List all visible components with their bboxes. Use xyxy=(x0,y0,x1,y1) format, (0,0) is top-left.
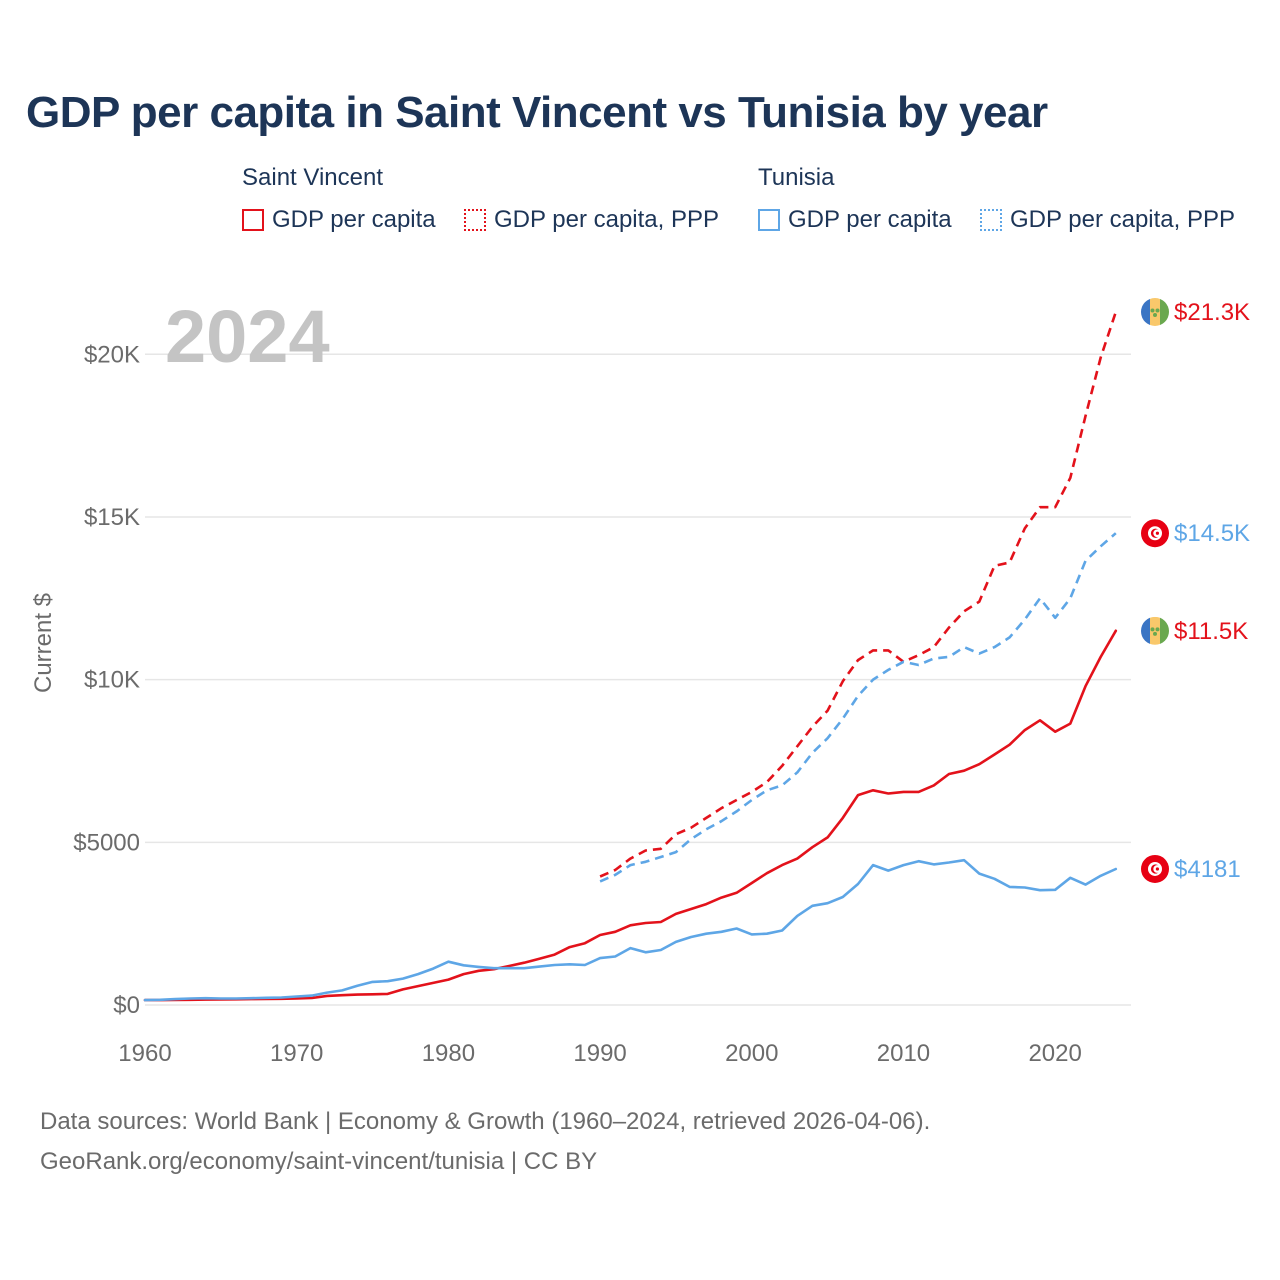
flag-diamond xyxy=(1153,313,1157,317)
flag-diamond xyxy=(1155,308,1160,313)
flag-bands xyxy=(1141,298,1169,326)
y-tick-label: $15K xyxy=(84,504,140,531)
y-axis-title: Current $ xyxy=(30,593,57,693)
x-tick-label: 1970 xyxy=(270,1040,323,1067)
flag-bands xyxy=(1141,616,1169,645)
flag-diamond xyxy=(1150,627,1155,632)
flag-diamond xyxy=(1153,631,1157,636)
flag-diamond xyxy=(1155,627,1160,632)
footer-link[interactable]: GeoRank.org/economy/saint-vincent/tunisi… xyxy=(40,1148,598,1175)
flag-star xyxy=(1155,867,1159,871)
legend-label-tn-gdp: GDP per capita xyxy=(788,206,952,233)
end-value-label: $4181 xyxy=(1174,856,1241,883)
x-tick-label: 1980 xyxy=(422,1040,475,1067)
x-tick-label: 2010 xyxy=(877,1040,930,1067)
legend-label-sv-gdp: GDP per capita xyxy=(272,206,436,233)
saint-vincent-flag-icon xyxy=(1141,298,1169,326)
x-tick-label: 1960 xyxy=(118,1040,171,1067)
flag-band-gold xyxy=(1150,616,1160,645)
flag-star xyxy=(1155,531,1159,535)
chart-title: GDP per capita in Saint Vincent vs Tunis… xyxy=(26,88,1048,137)
flag-band-blue xyxy=(1141,616,1150,645)
y-tick-label: $10K xyxy=(84,667,140,694)
y-tick-label: $20K xyxy=(84,341,140,368)
series-line-tunisia-gdp xyxy=(143,858,1118,1002)
legend-group-saint-vincent: Saint Vincent xyxy=(242,164,383,191)
legend-item-tn-ppp[interactable]: GDP per capita, PPP xyxy=(980,206,1235,234)
x-tick-label: 1990 xyxy=(573,1040,626,1067)
flag-band-green xyxy=(1160,298,1169,326)
legend-label-tn-ppp: GDP per capita, PPP xyxy=(1010,206,1235,233)
y-tick-label: $5000 xyxy=(73,829,140,856)
legend-swatch-tn-ppp xyxy=(980,209,1002,231)
year-watermark: 2024 xyxy=(165,295,330,378)
tunisia-flag-icon xyxy=(1141,854,1169,883)
end-value-label: $14.5K xyxy=(1174,520,1250,547)
legend-swatch-sv-gdp xyxy=(242,209,264,231)
legend-swatch-sv-ppp xyxy=(464,209,486,231)
flag-band-blue xyxy=(1141,298,1150,326)
flag-band-gold xyxy=(1150,298,1160,326)
legend-item-tn-gdp[interactable]: GDP per capita xyxy=(758,206,952,234)
legend-swatch-tn-gdp xyxy=(758,209,780,231)
legend-group-tunisia: Tunisia xyxy=(758,164,835,191)
series-line-tunisia-ppp xyxy=(599,532,1117,883)
x-tick-label: 2000 xyxy=(725,1040,778,1067)
flag-band-green xyxy=(1160,616,1169,645)
legend-label-sv-ppp: GDP per capita, PPP xyxy=(494,206,719,233)
footer-sources: Data sources: World Bank | Economy & Gro… xyxy=(40,1108,931,1135)
y-tick-label: $0 xyxy=(113,992,140,1019)
tunisia-flag-icon xyxy=(1141,519,1169,548)
legend-item-sv-ppp[interactable]: GDP per capita, PPP xyxy=(464,206,719,234)
series-line-saint-vincent-ppp xyxy=(599,311,1118,878)
flag-diamond xyxy=(1150,308,1155,313)
series-line-saint-vincent-gdp xyxy=(143,629,1118,1002)
legend-item-sv-gdp[interactable]: GDP per capita xyxy=(242,206,436,234)
x-tick-label: 2020 xyxy=(1028,1040,1081,1067)
end-value-label: $21.3K xyxy=(1174,299,1250,326)
saint-vincent-flag-icon xyxy=(1141,616,1169,645)
end-value-label: $11.5K xyxy=(1174,618,1248,645)
